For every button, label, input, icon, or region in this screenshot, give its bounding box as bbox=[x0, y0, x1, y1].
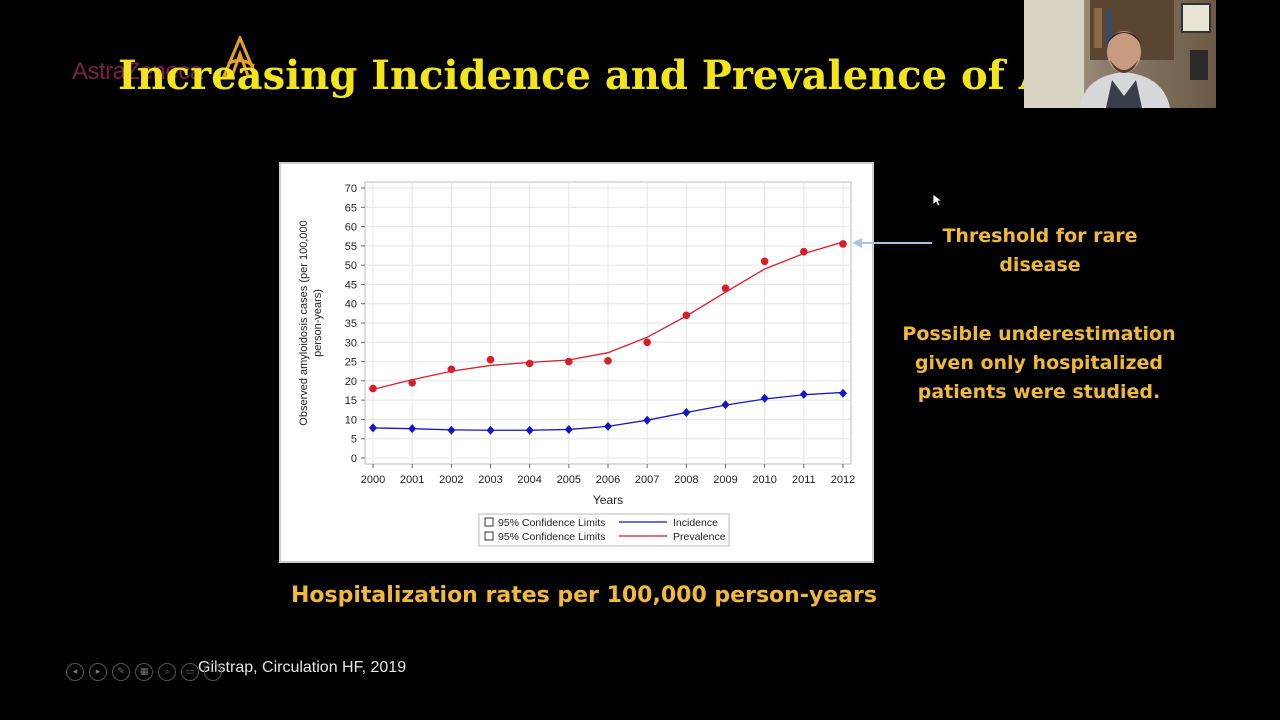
legend-box bbox=[478, 513, 730, 547]
x-axis-label: Years bbox=[593, 493, 623, 507]
x-tick-label: 2011 bbox=[792, 474, 816, 486]
astrazeneca-logo-icon bbox=[221, 36, 259, 78]
y-tick-label: 50 bbox=[345, 260, 357, 272]
chart-frame: 0 5 10 15 20 25 30 35 40 45 50 55 60 65 70 2000 2001 2002… bbox=[279, 162, 874, 563]
incidence-point bbox=[643, 415, 652, 425]
x-tick-label: 2012 bbox=[831, 474, 855, 486]
x-tick-label: 2007 bbox=[635, 474, 659, 486]
prevalence-point bbox=[839, 240, 847, 248]
y-tick-label: 60 bbox=[345, 222, 357, 234]
incidence-point bbox=[721, 400, 730, 410]
presenter-silhouette-icon bbox=[1024, 0, 1211, 108]
y-tick-label: 25 bbox=[345, 357, 357, 369]
slides-icon[interactable]: ▦ bbox=[135, 663, 153, 681]
y-tick-label: 0 bbox=[351, 453, 357, 465]
y-tick-label: 65 bbox=[345, 202, 357, 214]
y-tick-label: 35 bbox=[345, 318, 357, 330]
incidence-point bbox=[525, 425, 534, 435]
incidence-point bbox=[682, 407, 691, 417]
y-tick-label: 30 bbox=[345, 337, 357, 349]
x-tick-label: 2004 bbox=[517, 474, 541, 486]
x-tick-label: 2006 bbox=[596, 474, 620, 486]
mouse-cursor-icon bbox=[932, 193, 942, 207]
prevalence-point bbox=[604, 357, 612, 365]
incidence-point bbox=[604, 421, 612, 431]
prevalence-point bbox=[525, 359, 534, 368]
astrazeneca-logo: AstraZeneca bbox=[72, 58, 203, 86]
y-tick-label: 20 bbox=[345, 376, 357, 388]
options-icon[interactable]: ⋯ bbox=[204, 663, 222, 681]
prevalence-point bbox=[721, 284, 730, 293]
x-tick-label: 2010 bbox=[752, 474, 776, 486]
logo-text: AstraZeneca bbox=[72, 58, 203, 85]
y-tick-label: 55 bbox=[345, 241, 357, 253]
prevalence-point bbox=[447, 365, 456, 374]
x-tick-label: 2003 bbox=[478, 474, 502, 486]
prevalence-point bbox=[565, 357, 573, 366]
webcam-video bbox=[1024, 0, 1216, 108]
y-tick-label: 10 bbox=[345, 414, 357, 426]
prevalence-point bbox=[682, 311, 691, 320]
incidence-point bbox=[839, 388, 847, 398]
x-tick-label: 2008 bbox=[674, 474, 698, 486]
legend-marker bbox=[484, 531, 494, 541]
y-axis-label: Observed amyloidosis cases (per 100,000 bbox=[298, 220, 310, 425]
amyloidosis-chart: 0 5 10 15 20 25 30 35 40 45 50 55 60 65 70 2000 2001 2002… bbox=[298, 181, 855, 547]
prevalence-point bbox=[408, 378, 416, 387]
legend-label: 95% Confidence Limits bbox=[498, 531, 605, 543]
previous-icon[interactable]: ◂ bbox=[66, 663, 84, 681]
prevalence-point bbox=[760, 257, 769, 266]
y-tick-label: 45 bbox=[345, 279, 357, 291]
y-tick-label: 70 bbox=[345, 183, 357, 195]
prevalence-point bbox=[643, 338, 651, 347]
threshold-label: Threshold for rare disease bbox=[942, 225, 1138, 276]
x-tick-label: 2009 bbox=[713, 474, 737, 486]
incidence-point bbox=[408, 424, 417, 434]
x-tick-label: 2000 bbox=[361, 474, 385, 486]
x-tick-label: 2005 bbox=[557, 474, 581, 486]
incidence-point bbox=[369, 423, 377, 433]
legend-label: 95% Confidence Limits bbox=[498, 517, 605, 529]
pen-icon[interactable]: ✎ bbox=[112, 663, 130, 681]
y-tick-label: 40 bbox=[345, 299, 357, 311]
legend-label: Prevalence bbox=[673, 531, 726, 543]
slideshow-toolbar: ◂ ▸ ✎ ▦ ⌕ ▭ ⋯ bbox=[66, 663, 222, 681]
x-tick-label: 2002 bbox=[439, 474, 463, 486]
subtitles-icon[interactable]: ▭ bbox=[181, 663, 199, 681]
slide-title: Increasing Incidence and Prevalence of A… bbox=[118, 52, 1024, 99]
incidence-point bbox=[447, 425, 456, 435]
threshold-arrow-icon bbox=[852, 238, 932, 248]
legend-label: Incidence bbox=[673, 517, 718, 529]
underestimation-note: Possible underestimation given only hosp… bbox=[902, 323, 1176, 403]
incidence-point bbox=[564, 424, 573, 434]
citation: Gilstrap, Circulation HF, 2019 bbox=[198, 659, 407, 676]
y-tick-label: 15 bbox=[345, 395, 357, 407]
incidence-point bbox=[760, 393, 769, 403]
zoom-icon[interactable]: ⌕ bbox=[158, 663, 176, 681]
prevalence-point bbox=[369, 384, 377, 393]
incidence-point bbox=[799, 389, 808, 399]
legend-marker bbox=[484, 517, 494, 527]
incidence-point bbox=[486, 425, 495, 435]
chart-caption: Hospitalization rates per 100,000 person… bbox=[291, 583, 877, 608]
prevalence-point bbox=[486, 355, 495, 364]
x-tick-label: 2001 bbox=[400, 474, 424, 486]
y-tick-label: 5 bbox=[351, 434, 357, 446]
next-icon[interactable]: ▸ bbox=[89, 663, 107, 681]
y-axis-label-line-2: person-years) bbox=[312, 289, 324, 357]
prevalence-point bbox=[800, 247, 808, 256]
